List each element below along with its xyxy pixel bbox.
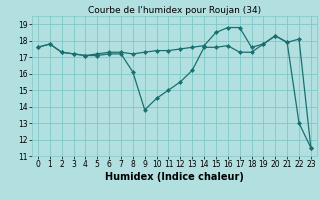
X-axis label: Humidex (Indice chaleur): Humidex (Indice chaleur) <box>105 172 244 182</box>
Title: Courbe de l'humidex pour Roujan (34): Courbe de l'humidex pour Roujan (34) <box>88 6 261 15</box>
